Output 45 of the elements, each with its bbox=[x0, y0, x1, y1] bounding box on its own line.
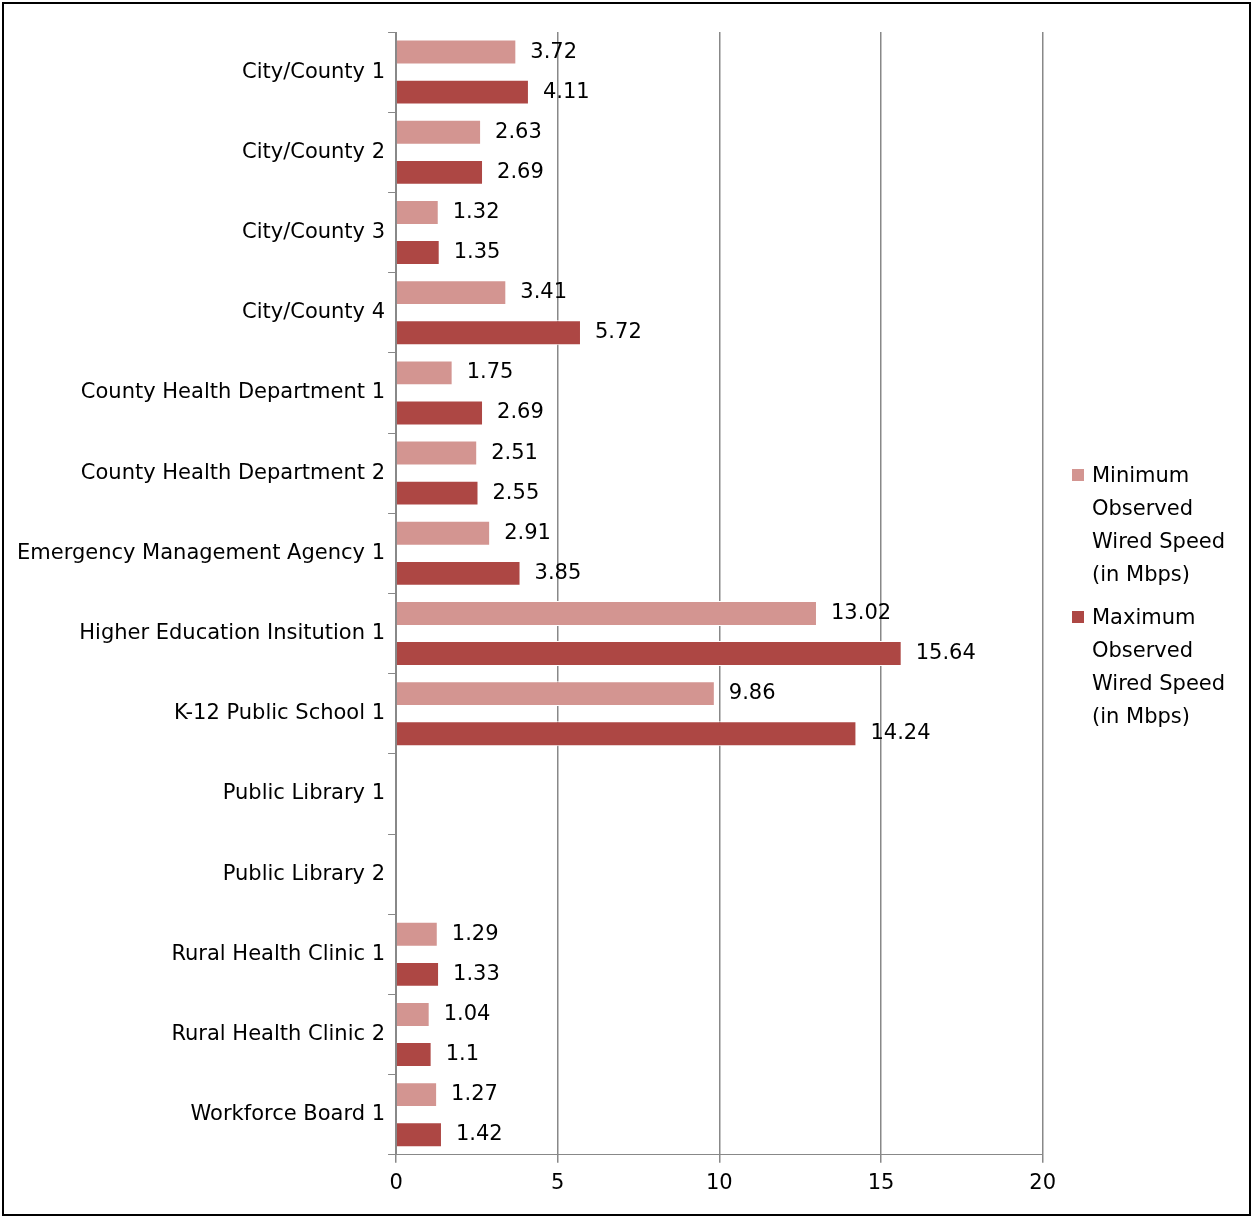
y-tick-label: City/County 1 bbox=[242, 58, 386, 83]
data-label: 1.42 bbox=[455, 1121, 503, 1146]
data-label: 3.41 bbox=[520, 279, 568, 304]
x-tick-label: 0 bbox=[389, 1169, 403, 1194]
legend-label: Maximum Observed Wired Speed (in Mbps) bbox=[1092, 604, 1227, 730]
legend-label: Minimum Observed Wired Speed (in Mbps) bbox=[1092, 462, 1227, 588]
y-tick-label: City/County 4 bbox=[242, 299, 386, 324]
x-tick-label: 10 bbox=[705, 1169, 733, 1194]
data-label: 15.64 bbox=[915, 640, 976, 664]
data-label: 2.55 bbox=[492, 479, 540, 504]
y-tick-label: Rural Health Clinic 2 bbox=[171, 1020, 386, 1045]
y-tick-label: Workforce Board 1 bbox=[190, 1101, 386, 1126]
x-tick-label: 20 bbox=[1029, 1169, 1057, 1194]
data-label: 4.11 bbox=[542, 78, 590, 103]
data-label: 3.85 bbox=[534, 559, 582, 584]
y-tick-label: City/County 3 bbox=[242, 218, 386, 243]
y-tick-label: City/County 2 bbox=[242, 138, 386, 163]
data-label: 1.33 bbox=[453, 960, 500, 985]
data-label: 1.29 bbox=[451, 920, 499, 945]
data-label: 2.69 bbox=[497, 399, 544, 424]
data-label: 5.72 bbox=[594, 319, 642, 344]
y-tick-label: County Health Department 1 bbox=[80, 379, 386, 404]
x-tick-label: 15 bbox=[867, 1169, 895, 1194]
y-tick-label: Emergency Management Agency 1 bbox=[16, 539, 386, 564]
data-label: 1.75 bbox=[466, 359, 514, 384]
data-label: 1.32 bbox=[452, 198, 500, 223]
data-label: 1.04 bbox=[443, 1000, 491, 1025]
data-label: 1.1 bbox=[445, 1041, 480, 1065]
data-label: 2.69 bbox=[497, 158, 544, 183]
y-tick-label: Higher Education Insitution 1 bbox=[79, 619, 386, 644]
x-tick-label: 5 bbox=[551, 1169, 565, 1194]
y-tick-label: Public Library 2 bbox=[222, 860, 386, 885]
y-tick-label: Public Library 1 bbox=[222, 780, 386, 805]
data-label: 2.91 bbox=[504, 519, 551, 544]
y-tick-label: K-12 Public School 1 bbox=[173, 700, 386, 725]
y-tick-label: County Health Department 2 bbox=[80, 459, 386, 484]
data-label: 9.86 bbox=[728, 680, 776, 705]
data-label: 2.51 bbox=[491, 439, 538, 464]
data-label: 14.24 bbox=[870, 720, 931, 745]
y-tick-label: Rural Health Clinic 1 bbox=[171, 940, 386, 965]
data-label: 1.27 bbox=[451, 1081, 498, 1106]
data-label: 1.35 bbox=[453, 239, 501, 263]
data-label: 13.02 bbox=[830, 599, 892, 624]
data-label: 2.63 bbox=[495, 118, 542, 143]
data-label: 3.72 bbox=[530, 38, 578, 63]
